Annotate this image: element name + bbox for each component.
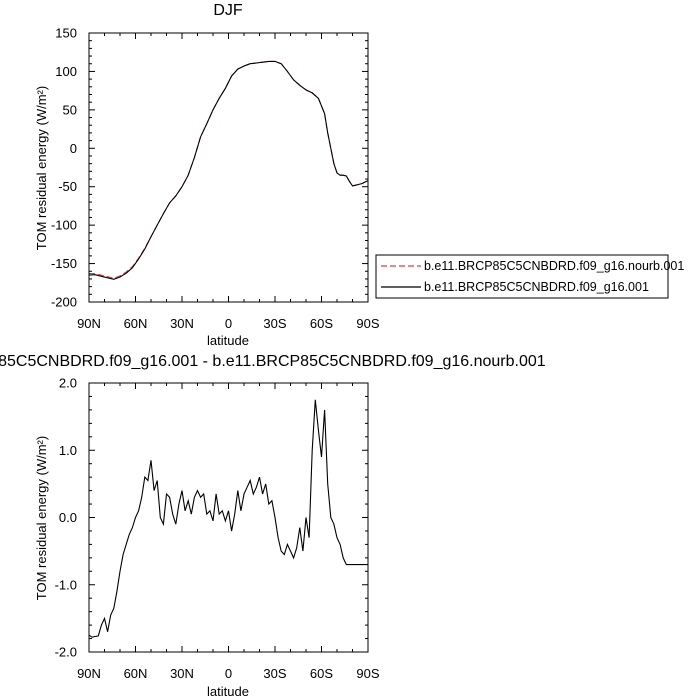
top-xtick-label: 0 <box>225 316 232 331</box>
top-ytick-label: 100 <box>55 64 77 79</box>
bottom-xtick-label: 60S <box>310 666 333 681</box>
bottom-xtick-label: 60N <box>124 666 148 681</box>
top-xtick-label: 60S <box>310 316 333 331</box>
legend-label-nourb: b.e11.BRCP85C5CNBDRD.f09_g16.nourb.001 <box>424 259 684 273</box>
top-ytick-label: -100 <box>51 218 77 233</box>
bottom-ytick-label: -2.0 <box>55 645 77 660</box>
top-ytick-label: 150 <box>55 26 77 41</box>
bottom-plot-area: -2.0 -1.0 0.0 1.0 2.0 90N 60N 30N 0 30S 60S 90S <box>55 376 380 682</box>
bottom-xtick-label: 0 <box>225 666 232 681</box>
bottom-panel: b.e11.BRCP85C5CNBDRD.f09_g16.001 - b.e11… <box>0 353 546 699</box>
top-panel: DJF TOM residual energy (W/m²) latitude … <box>34 2 684 348</box>
top-ytick-label: 50 <box>63 102 77 117</box>
top-plot-frame <box>88 32 369 303</box>
top-series-line-0 <box>89 60 369 279</box>
bottom-xtick-label: 30S <box>263 666 286 681</box>
bottom-plot-frame <box>88 382 369 653</box>
bottom-ytick-label: -1.0 <box>55 577 77 592</box>
bottom-ytick-label: 2.0 <box>59 376 77 391</box>
top-title: DJF <box>213 2 243 19</box>
bottom-ytick-label: 0.0 <box>59 510 77 525</box>
legend-label-urb: b.e11.BRCP85C5CNBDRD.f09_g16.001 <box>424 280 649 294</box>
legend: b.e11.BRCP85C5CNBDRD.f09_g16.nourb.001 b… <box>375 254 684 299</box>
bottom-xtick-label: 90S <box>356 666 379 681</box>
top-xtick-label: 90N <box>77 316 101 331</box>
top-ytick-label: -50 <box>58 179 77 194</box>
top-ytick-label: 0 <box>70 141 77 156</box>
top-xtick-label: 30N <box>170 316 194 331</box>
top-ytick-label: -150 <box>51 256 77 271</box>
bottom-ylabel: TOM residual energy (W/m²) <box>34 436 49 600</box>
bottom-ytick-label: 1.0 <box>59 443 77 458</box>
bottom-title: b.e11.BRCP85C5CNBDRD.f09_g16.001 - b.e11… <box>0 353 546 370</box>
top-xtick-label: 30S <box>263 316 286 331</box>
bottom-xtick-label: 90N <box>77 666 101 681</box>
legend-box <box>375 254 669 299</box>
top-series-line-1 <box>88 60 369 280</box>
bottom-xtick-label: 30N <box>170 666 194 681</box>
bottom-xlabel: latitude <box>207 684 249 699</box>
bottom-series-line-0 <box>88 399 368 638</box>
top-plot-area: -200 -150 -100 -50 0 50 100 150 90N 60N 30N 0 30S 60S… <box>51 26 380 332</box>
top-xtick-label: 90S <box>356 316 379 331</box>
top-ylabel: TOM residual energy (W/m²) <box>34 86 49 250</box>
top-xtick-label: 60N <box>124 316 148 331</box>
top-xlabel: latitude <box>207 333 249 348</box>
top-ytick-label: -200 <box>51 295 77 310</box>
